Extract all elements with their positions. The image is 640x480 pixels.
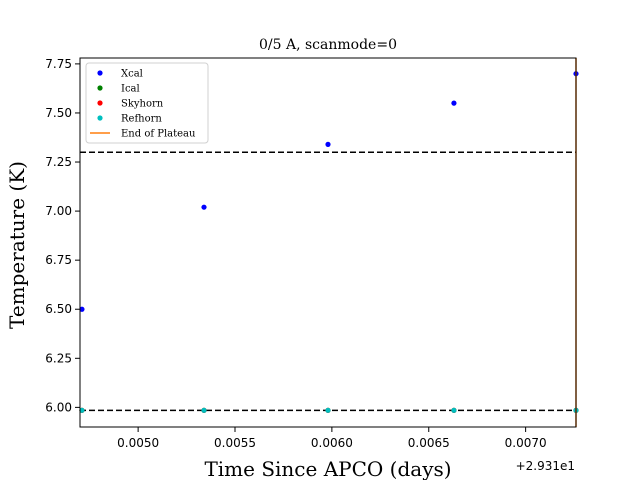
x-tick-label-3: 0.0065: [408, 436, 450, 450]
point-refhorn-1: [201, 407, 207, 413]
point-xcal-2: [325, 141, 331, 147]
x-offset-label: +2.931e1: [516, 459, 575, 473]
y-tick-label-0: 6.00: [45, 400, 72, 414]
y-tick-label-7: 7.75: [45, 57, 72, 71]
legend-label-2: Skyhorn: [121, 99, 164, 110]
legend-label-4: End of Plateau: [121, 129, 196, 140]
x-tick-label-1: 0.0055: [214, 436, 256, 450]
x-tick-label-2: 0.0060: [311, 436, 353, 450]
chart-title: 0/5 A, scanmode=0: [259, 37, 397, 53]
legend-box: [85, 62, 209, 144]
point-refhorn-3: [451, 407, 457, 413]
x-tick-label-0: 0.0050: [117, 436, 159, 450]
plot-area: 0.0050 0.0055 0.0060 0.0065 0.0070 6.00 6.25 6.…: [45, 57, 579, 450]
point-refhorn-2: [325, 407, 331, 413]
y-axis-label: Temperature (K): [5, 161, 29, 329]
point-xcal-3: [451, 100, 457, 106]
x-axis-label: Time Since APCO (days): [204, 457, 451, 480]
legend-marker-1: [97, 85, 103, 91]
legend-marker-0: [97, 70, 103, 76]
y-tick-label-2: 6.50: [45, 302, 72, 316]
point-refhorn-0: [79, 407, 85, 413]
x-tick-label-4: 0.0070: [505, 436, 547, 450]
plot-frame: [79, 57, 577, 428]
y-tick-label-6: 7.50: [45, 106, 72, 120]
legend-label-3: Refhorn: [121, 114, 162, 125]
point-xcal-0: [79, 306, 85, 312]
y-tick-label-5: 7.25: [45, 155, 72, 169]
legend-marker-3: [97, 115, 103, 121]
y-tick-label-1: 6.25: [45, 351, 72, 365]
y-tick-label-3: 6.75: [45, 253, 72, 267]
legend-label-0: Xcal: [121, 69, 143, 80]
legend-marker-2: [97, 100, 103, 106]
legend-label-1: Ical: [121, 84, 140, 95]
y-tick-label-4: 7.00: [45, 204, 72, 218]
point-xcal-1: [201, 204, 207, 210]
